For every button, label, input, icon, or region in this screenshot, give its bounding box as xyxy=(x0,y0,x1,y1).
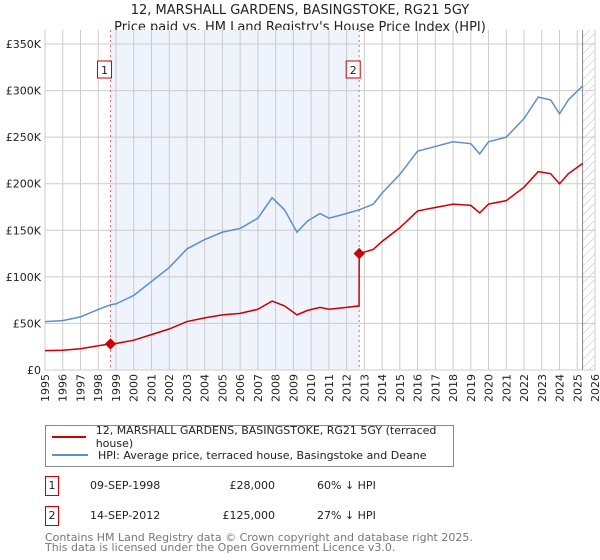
shaded-period xyxy=(110,30,360,370)
legend-item-property: 12, MARSHALL GARDENS, BASINGSTOKE, RG21 … xyxy=(52,424,453,450)
x-tick-label: 2004 xyxy=(199,374,212,402)
sale-label-box xyxy=(96,60,112,79)
x-tick-label: 2001 xyxy=(145,374,158,402)
footer-line: Contains HM Land Registry data © Crown c… xyxy=(45,531,473,544)
x-tick-label: 2021 xyxy=(500,374,513,402)
y-tick-label: £150K xyxy=(6,224,42,237)
y-tick-label: £100K xyxy=(6,271,42,284)
forecast-hatch xyxy=(582,30,595,370)
x-tick-label: 2002 xyxy=(163,374,176,402)
x-tick-label: 2025 xyxy=(571,374,584,402)
sale-hpi-diff: 27% ↓ HPI xyxy=(317,509,376,522)
sale-label: 1 xyxy=(101,64,108,77)
x-tick-label: 2015 xyxy=(394,374,407,402)
y-tick-label: £50K xyxy=(13,317,42,330)
sale-number-badge: 1 xyxy=(45,476,59,496)
sale-label-box xyxy=(345,60,361,79)
x-tick-label: 1997 xyxy=(74,374,87,402)
x-tick-label: 2005 xyxy=(216,374,229,402)
x-tick-label: 2011 xyxy=(323,374,336,402)
x-tick-label: 2020 xyxy=(483,374,496,402)
y-tick-label: £300K xyxy=(6,85,42,98)
sale-hpi-diff: 60% ↓ HPI xyxy=(317,479,376,492)
legend-label: 12, MARSHALL GARDENS, BASINGSTOKE, RG21 … xyxy=(95,424,437,450)
y-tick-label: £250K xyxy=(6,131,42,144)
x-tick-label: 2023 xyxy=(536,374,549,402)
x-tick-label: 2006 xyxy=(234,374,247,402)
x-tick-label: 2019 xyxy=(465,374,478,402)
sale-label: 2 xyxy=(350,64,357,77)
x-tick-label: 2010 xyxy=(305,374,318,402)
x-tick-label: 2012 xyxy=(341,374,354,402)
x-tick-label: 2026 xyxy=(589,374,600,402)
sale-date: 14-SEP-2012 xyxy=(90,509,161,522)
x-tick-label: 2016 xyxy=(412,374,425,402)
x-tick-label: 2018 xyxy=(447,374,460,402)
plot-area: 1995 1996 1997 1998 1999 2000 2001 2002 2003 2004… xyxy=(6,30,600,402)
sale-number-badge: 2 xyxy=(45,506,59,526)
x-tick-label: 2009 xyxy=(287,374,300,402)
x-tick-label: 1995 xyxy=(39,374,52,402)
legend: 12, MARSHALL GARDENS, BASINGSTOKE, RG21 … xyxy=(45,424,454,467)
x-tick-label: 2013 xyxy=(358,374,371,402)
x-tick-label: 2000 xyxy=(128,374,141,402)
x-tick-label: 2008 xyxy=(270,374,283,402)
chart-title-line1: 12, MARSHALL GARDENS, BASINGSTOKE, RG21 … xyxy=(130,3,470,18)
series-line xyxy=(44,162,584,352)
x-tick-label: 1999 xyxy=(110,374,123,402)
sale-date: 09-SEP-1998 xyxy=(90,479,161,492)
sale-row: 1 09-SEP-1998 £28,000 60% ↓ HPI xyxy=(45,476,445,496)
x-tick-label: 2003 xyxy=(181,374,194,402)
legend-swatch-blue xyxy=(52,454,88,456)
x-tick-label: 1998 xyxy=(92,374,105,402)
legend-item-hpi: HPI: Average price, terraced house, Basi… xyxy=(52,447,426,463)
x-tick-label: 2007 xyxy=(252,374,265,402)
sale-price: £125,000 xyxy=(222,509,276,522)
y-tick-label: £350K xyxy=(6,38,42,51)
x-tick-label: 2022 xyxy=(518,374,531,402)
footer-line: This data is licensed under the Open Gov… xyxy=(45,541,396,554)
x-tick-label: 2024 xyxy=(554,374,567,402)
y-tick-label: £200K xyxy=(6,178,42,191)
legend-swatch-red xyxy=(52,436,86,438)
sale-price: £28,000 xyxy=(229,479,276,492)
series-line xyxy=(44,85,584,323)
sale-point xyxy=(353,247,365,260)
x-tick-label: 2017 xyxy=(429,374,442,402)
sale-row: 2 14-SEP-2012 £125,000 27% ↓ HPI xyxy=(45,506,445,526)
x-tick-label: 1996 xyxy=(57,374,70,402)
x-tick-label: 2014 xyxy=(376,374,389,402)
legend-label: HPI: Average price, terraced house, Basi… xyxy=(98,448,427,462)
footer: Contains HM Land Registry data © Crown c… xyxy=(45,531,473,554)
y-tick-label: £0 xyxy=(27,364,41,377)
